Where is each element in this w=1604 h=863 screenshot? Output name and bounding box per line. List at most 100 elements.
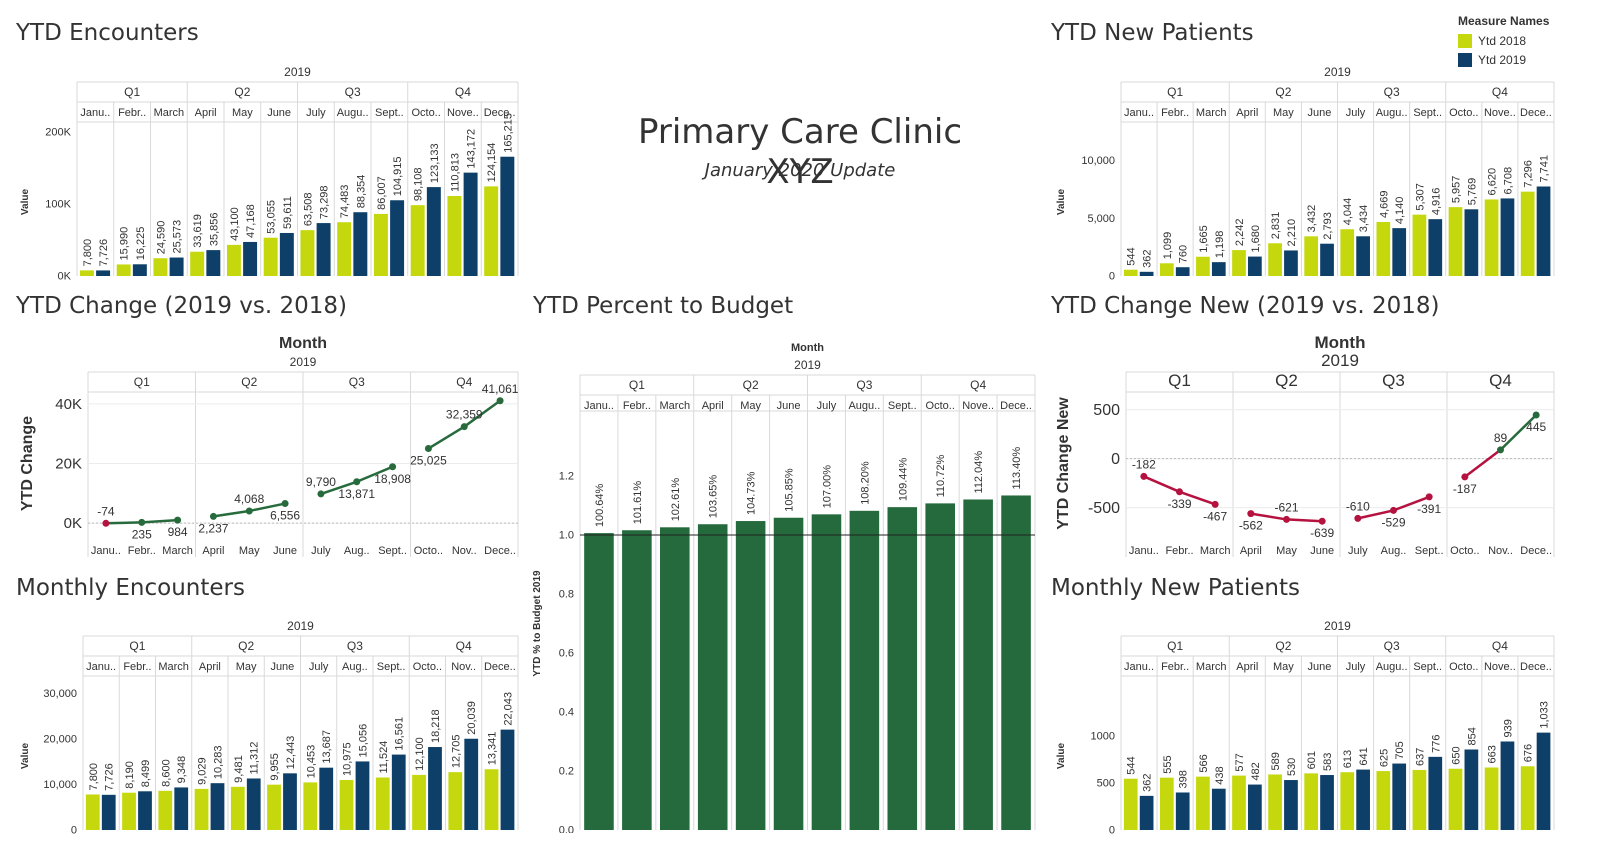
data-label: 235 xyxy=(132,527,152,541)
month-label: March xyxy=(1196,661,1227,673)
bar xyxy=(373,213,388,276)
quarter-label: Q1 xyxy=(1168,371,1191,390)
bar xyxy=(412,774,426,830)
data-point xyxy=(1497,446,1504,454)
bar xyxy=(1340,229,1355,276)
bar xyxy=(811,514,842,830)
data-label: 776 xyxy=(1430,734,1442,752)
month-label: April xyxy=(1236,107,1258,119)
month-label: July xyxy=(817,400,837,412)
y-axis-title: Value xyxy=(20,743,31,770)
y-tick-label: 500 xyxy=(1097,778,1115,790)
bar xyxy=(337,222,352,276)
data-point xyxy=(245,507,253,515)
quarter-label: Q2 xyxy=(234,85,250,99)
legend-item-ytd-2018[interactable]: Ytd 2018 xyxy=(1458,31,1549,50)
month-label: May xyxy=(740,400,761,412)
y-tick-label: 10,000 xyxy=(1081,155,1115,167)
data-label: 18,908 xyxy=(374,472,411,486)
panel-title-ytd-change: YTD Change (2019 vs. 2018) xyxy=(16,293,348,319)
data-point xyxy=(1211,500,1219,508)
quarter-label: Q3 xyxy=(856,378,872,392)
data-label: 24,590 xyxy=(155,221,167,255)
data-label: 13,871 xyxy=(338,487,375,501)
bar xyxy=(158,790,173,830)
bar xyxy=(1356,236,1370,276)
y-axis-title: YTD % to Budget 2019 xyxy=(532,570,543,677)
bar xyxy=(355,761,370,830)
bar xyxy=(263,237,278,276)
quarter-label: Q1 xyxy=(129,639,145,653)
series-line xyxy=(1393,495,1430,512)
quarter-label: Q4 xyxy=(1492,85,1508,99)
data-point xyxy=(389,463,397,471)
bar xyxy=(448,772,463,830)
data-label: 2,831 xyxy=(1270,212,1282,240)
chart-monthly-encounters: 2019 Q1 Q2 Q3 Q4 Janu.. Febr.. March April May Jun… xyxy=(20,619,519,834)
month-label: April xyxy=(702,400,724,412)
month-label: Octo.. xyxy=(414,545,443,557)
quarter-label: Q2 xyxy=(241,375,257,389)
data-label: 10,975 xyxy=(342,742,354,776)
month-label: May xyxy=(239,545,260,557)
month-label: March xyxy=(154,107,185,119)
data-label: 104,915 xyxy=(392,156,404,196)
data-label: 9,029 xyxy=(197,757,209,785)
data-label: 5,307 xyxy=(1414,183,1426,211)
bar xyxy=(1536,732,1551,830)
data-label: 2,793 xyxy=(1322,212,1334,240)
y-tick-label: 0K xyxy=(58,271,72,280)
quarter-label: Q4 xyxy=(455,85,471,99)
month-label: Octo.. xyxy=(1449,107,1478,119)
month-label: Febr.. xyxy=(623,400,651,412)
data-label: 2,237 xyxy=(198,521,228,535)
data-label: 15,056 xyxy=(357,724,369,758)
month-label: Aug.. xyxy=(1381,545,1407,557)
bar xyxy=(1284,250,1298,276)
bar xyxy=(194,788,209,830)
data-label: 760 xyxy=(1178,245,1190,263)
month-label: Janu.. xyxy=(584,400,614,412)
year-label: 2019 xyxy=(1324,65,1351,79)
data-label: 1,680 xyxy=(1250,225,1262,253)
data-label: 3,434 xyxy=(1358,205,1370,233)
bar xyxy=(660,527,690,830)
bar xyxy=(1448,207,1463,276)
month-label: June xyxy=(270,661,294,673)
data-label: 4,068 xyxy=(234,492,264,506)
y-tick-label: 100K xyxy=(45,198,71,210)
data-label: 113.40% xyxy=(1011,447,1023,490)
panel-title-ytd-encounters: YTD Encounters xyxy=(16,20,199,46)
month-label: May xyxy=(1276,545,1297,557)
bar xyxy=(1448,768,1463,830)
data-label: 362 xyxy=(1142,774,1154,792)
month-label: Nov.. xyxy=(451,661,476,673)
data-label: 100.64% xyxy=(594,483,606,527)
data-label: 41,061 xyxy=(482,382,519,396)
data-label: 15,990 xyxy=(119,227,131,261)
data-label: 663 xyxy=(1487,745,1499,763)
bar xyxy=(1500,198,1515,276)
bar xyxy=(1464,209,1479,276)
month-label: Augu.. xyxy=(848,400,880,412)
data-label: 7,800 xyxy=(82,239,94,267)
month-label: Sept.. xyxy=(888,400,917,412)
data-label: 16,561 xyxy=(394,717,406,751)
month-label: Nove.. xyxy=(447,107,479,119)
y-tick-label: 0.0 xyxy=(559,825,574,833)
y-tick-label: 0 xyxy=(1109,825,1115,834)
data-label: 438 xyxy=(1214,766,1226,784)
data-label: 625 xyxy=(1378,749,1390,767)
legend-item-ytd-2019[interactable]: Ytd 2019 xyxy=(1458,50,1549,69)
chart-ytd-percent-budget: Month 2019 Q1 Q2 Q3 Q4 Janu.. Febr.. March April M… xyxy=(532,342,1036,833)
data-label: 103.65% xyxy=(708,475,720,519)
data-label: 544 xyxy=(1126,247,1138,265)
data-label: 12,100 xyxy=(414,737,426,771)
data-label: 89 xyxy=(1494,431,1508,445)
bar xyxy=(1284,780,1298,830)
data-label: -339 xyxy=(1167,497,1191,511)
bar xyxy=(267,784,281,830)
quarter-label: Q4 xyxy=(970,378,986,392)
data-label: 101.61% xyxy=(632,481,644,525)
bar xyxy=(1520,191,1535,276)
